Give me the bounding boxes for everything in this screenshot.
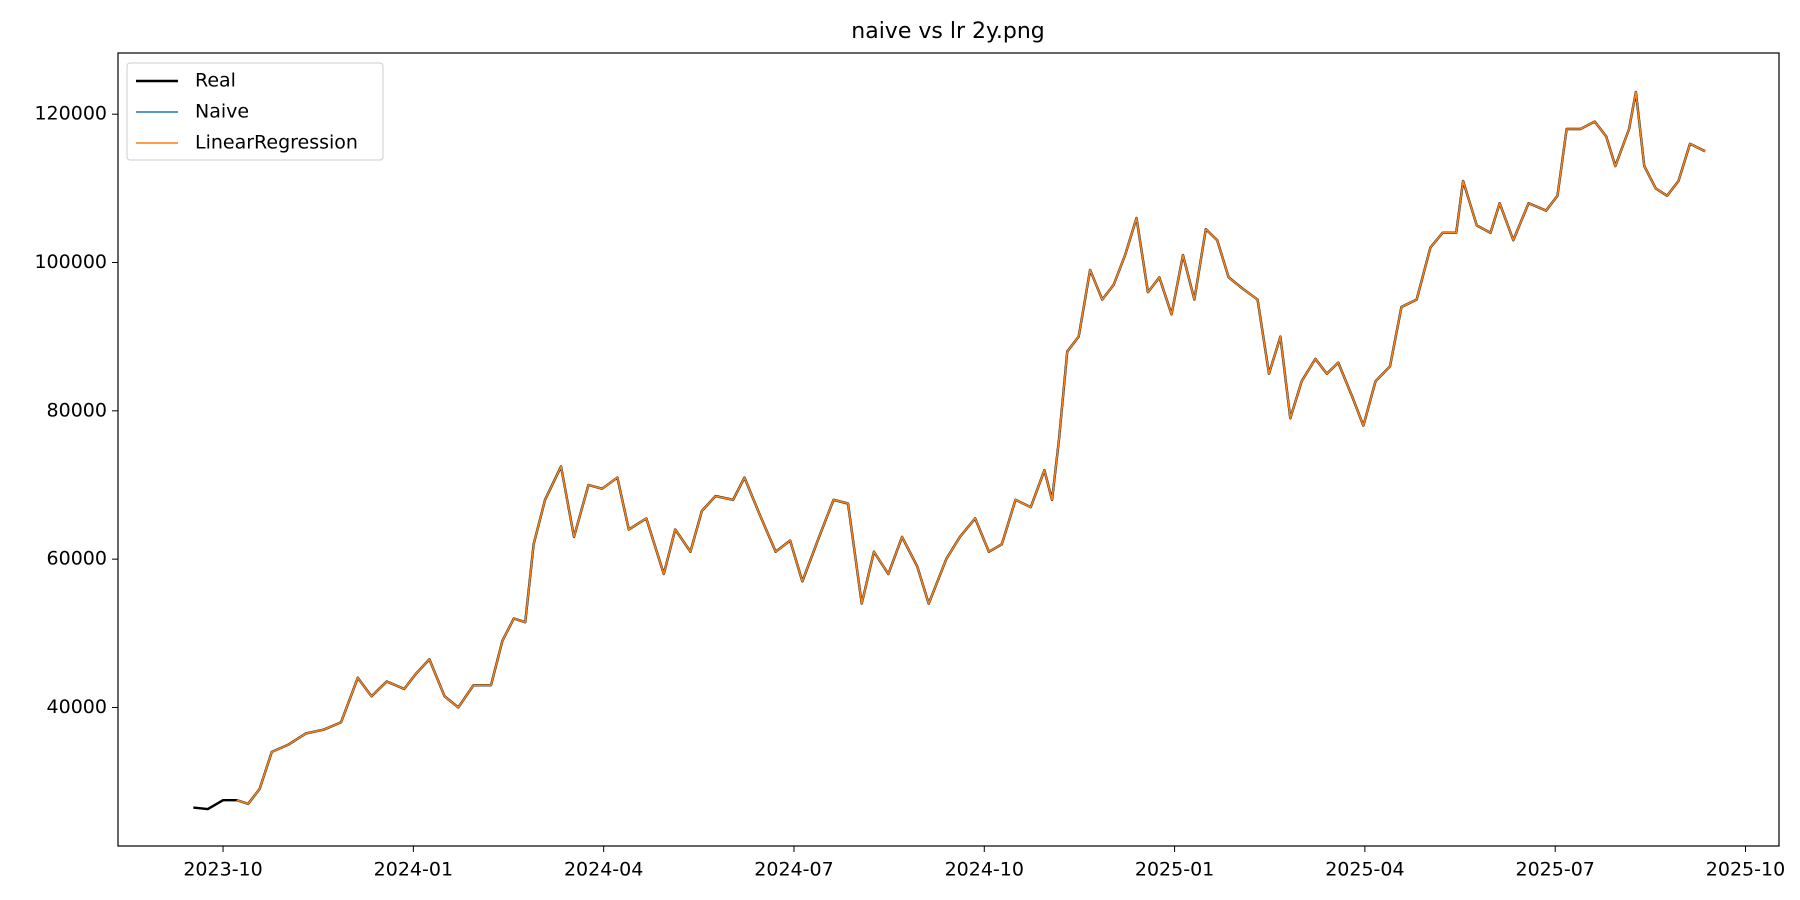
plot-frame bbox=[117, 52, 1780, 847]
series-line bbox=[236, 91, 1706, 805]
x-tick-label: 2024-10 bbox=[945, 859, 1024, 881]
x-tick-label: 2024-04 bbox=[564, 859, 643, 881]
chart-title: naive vs lr 2y.png bbox=[851, 19, 1044, 44]
legend-label: Real bbox=[195, 70, 236, 92]
x-tick-label: 2023-10 bbox=[183, 859, 262, 881]
x-tick-label: 2025-04 bbox=[1325, 859, 1404, 881]
series-line bbox=[193, 90, 1706, 811]
x-tick-label: 2025-10 bbox=[1706, 859, 1785, 881]
y-tick-label: 40000 bbox=[47, 696, 107, 718]
legend-label: Naive bbox=[195, 101, 249, 123]
y-tick-label: 120000 bbox=[34, 103, 107, 125]
x-tick-label: 2025-01 bbox=[1135, 859, 1214, 881]
y-tick-label: 60000 bbox=[47, 548, 107, 570]
series-line bbox=[236, 91, 1706, 805]
x-tick-label: 2024-01 bbox=[374, 859, 453, 881]
x-tick-label: 2025-07 bbox=[1516, 859, 1595, 881]
legend-label: LinearRegression bbox=[195, 132, 358, 154]
x-tick-label: 2024-07 bbox=[754, 859, 833, 881]
y-tick-label: 80000 bbox=[47, 399, 107, 421]
legend-box bbox=[126, 62, 384, 161]
y-tick-label: 100000 bbox=[34, 251, 107, 273]
